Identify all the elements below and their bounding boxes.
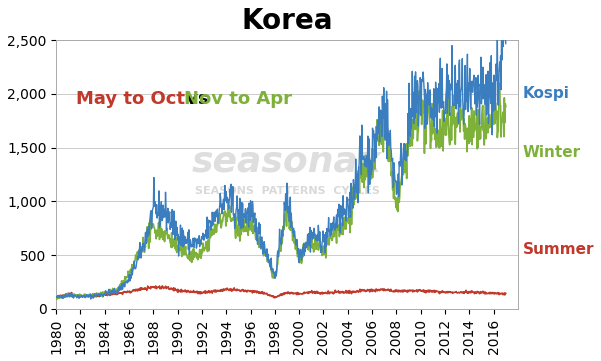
Title: Korea: Korea	[241, 7, 333, 35]
Text: vs: vs	[180, 90, 215, 108]
Text: Winter: Winter	[522, 145, 581, 160]
Text: May to Oct: May to Oct	[76, 90, 186, 108]
Text: Kospi: Kospi	[522, 86, 569, 101]
Text: seasonax: seasonax	[192, 144, 382, 178]
Text: Summer: Summer	[522, 242, 594, 257]
Text: SEASONS  PATTERNS  CYCLES: SEASONS PATTERNS CYCLES	[195, 186, 379, 196]
Text: Nov to Apr: Nov to Apr	[184, 90, 291, 108]
